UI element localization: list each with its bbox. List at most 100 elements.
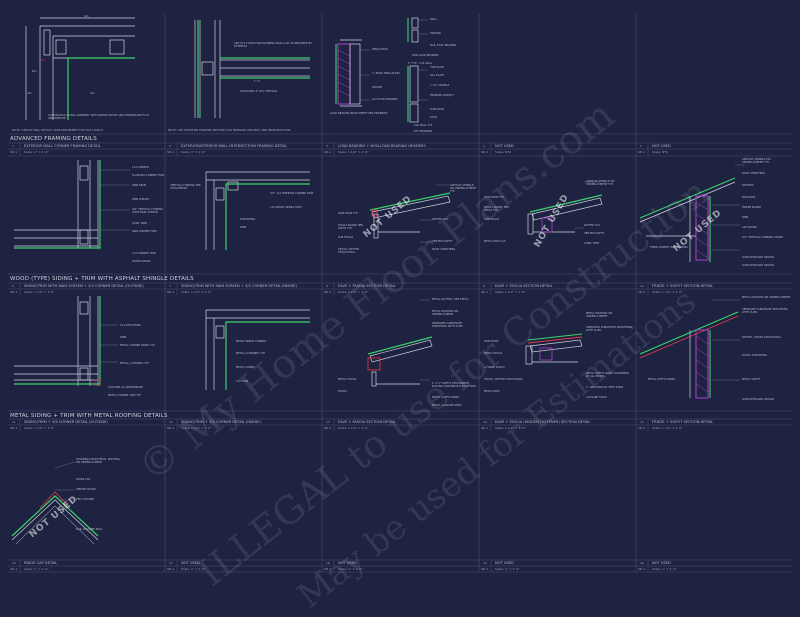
callout-label: DRIP EDGE [484,340,499,343]
detail-title: RIDGE CAP DETAIL [24,561,58,565]
detail-scale: Scale: 1" = 1'-0" [181,567,206,571]
detail-scale: Scale: 1" = 1'-0" [181,150,206,154]
callout-label: METAL J-CHANNEL TYP [236,352,265,355]
sheet-ref: SD-1 [324,567,332,571]
detail-title: EAVE + FASCIA SECTION DETAIL [495,284,553,288]
callout-label: METAL DRIP CAP [484,240,506,243]
callout-label: METAL FASCIA [484,352,503,355]
callout-label: WRB [742,216,749,219]
intersection-label: HOLDOWN, IF OCC VERTICAL [240,90,278,93]
callout-label: FASCIA BOARD PER SPECS TYP [484,206,509,212]
callout-label: 1x4 SHEATHING [120,324,141,327]
detail-title: NOT USED [181,561,200,565]
detail-title: FRIEZE + SOFFIT SECTION DETAIL [652,284,714,288]
sheet-ref: SD-1 [324,290,332,294]
detail-scale: Scale: 1 1/2" = 1'-0" [24,290,55,294]
callout-label: VENTED SOFFIT [584,232,605,235]
sheet-ref: SD-1 [167,290,175,294]
callout-label: FASCIA SHEATHING [742,354,767,357]
callout-label: VENTED RIDGE [76,488,96,491]
detail-title: SIDING/TRIM + 3/4 CORNER DETAIL (OUTSIDE… [24,420,108,424]
header-caption: 2" TYP. - 2x6 WALL [408,62,433,65]
callout-label: CLOSURE STRIP [586,396,607,399]
sheet-ref: SD-1 [481,290,489,294]
callout-label: WRB SEAM [132,184,147,187]
sheet-ref: SD-1 [324,426,332,430]
callout-label: 1" X 1" SOFFIT ATTACHMENT NAILING CONTIN… [432,382,476,388]
callout-label: CLOSURE AS APPROPRIATE [108,386,143,389]
callout-label: 1x4 WOOD SIDING TRIM [270,206,302,209]
callout-label: SHEATHING [240,218,256,221]
detail-number: 19 [483,561,487,565]
header-small-label: WALL [430,18,438,21]
header-small-label: FRAMING SUBJECT [430,94,454,97]
callout-label: ASPHALT SHINGLE ON UNDERLAYMENT TYP [450,184,477,193]
callout-label: METAL ROOFING ON UNDERLAYMENT [586,312,613,318]
callout-label: METAL FASCIA [338,378,357,381]
drawing-sheet [8,14,792,573]
header-small-label: TOP PLATE [430,66,444,69]
callout-label: METAL CLOSURE STRIP [432,404,462,407]
callout-label: NAIL CLOSURE SEAL [76,528,103,531]
detail-title: EXTERIOR WALL CORNER FRAMING DETAIL [24,144,101,148]
sheet-ref: SD-1 [638,150,646,154]
detail-scale: Scale: 1 1/2" = 1'-0" [338,426,369,430]
dim-label: 6x1 [32,70,37,73]
detail-number: 4 [483,144,485,148]
detail-number: 7 [169,284,171,288]
detail-scale: Scale: 1" = 1'-0" [24,567,49,571]
detail-scale: Scale: 1" = 1'-0" [652,567,677,571]
callout-label: TRUSS / RAFTER STRUCTURAL [338,248,360,254]
callout-label: WRB [120,336,127,339]
sheet-ref: SD-1 [10,290,18,294]
callout-label: 1x4 TRIM [236,380,249,383]
callout-label: ROOF SHEATHING [742,172,766,175]
header-small-label: SUBFLOOR [430,108,445,111]
sheet-ref: SD-1 [167,567,175,571]
sheet-ref: SD-1 [167,150,175,154]
detail-6-siding-corner-outside [14,160,101,249]
detail-scale: Scale: 1 1/2" = 1'-0" [24,426,55,430]
detail-title: EXTERIOR/INTERIOR WALL INTERSECTION FRAM… [181,144,288,148]
callout-label: 1" CONTINUOUS VENT STRIP [586,386,624,389]
detail-11-metal-corner-outside [14,296,101,386]
detail-8-eave-fascia [369,192,451,239]
callout-label: RIDGE CAP [76,478,91,481]
callout-label: APPROVED SUBSTRATE SHEATHING WITH CLIPS [586,326,632,332]
detail-scale: Scale: 1" = 1'-0" [24,150,49,154]
detail-number: 20 [640,561,644,565]
detail-title: EAVE + FASCIA (HIDDEN FASTENER) SECTION … [495,420,591,424]
detail-number: 2 [169,144,171,148]
detail-number: 11 [12,420,16,424]
callout-label: FASCIA BOARD PER SPECS TYP [338,224,363,230]
detail-number: 6 [12,284,14,288]
header-small-label: 1 1/2" CRIPPLE [430,84,450,87]
sheet-ref: SD-1 [324,150,332,154]
detail-title: NOT USED [652,561,671,565]
detail-scale: Scale: 1 1/2" = 1'-0" [652,290,683,294]
detail-number: 14 [483,420,487,424]
detail-title: EAVE + FASCIA SECTION DETAIL [338,420,396,424]
detail-title: EAVE + FASCIA SECTION DETAIL [338,284,396,288]
detail-16-ridge-cap [11,491,99,545]
callout-label: SUB FASCIA [484,218,500,221]
detail-number: 10 [640,284,644,288]
detail-scale: Scale: NTS [495,150,512,154]
detail-9-eave-fascia [527,194,603,235]
detail-scale: Scale: 1 1/2" = 1'-0" [652,426,683,430]
callout-label: LAP SIDING [742,226,757,229]
header-caption: EXT. BEARING [414,130,433,133]
detail-number: 8 [326,284,328,288]
detail-3-headers [335,17,419,123]
detail-title: NOT USED [338,561,357,565]
detail-number: 5 [640,144,642,148]
callout-label: GYPSUM BOARD CEILING [742,256,775,259]
callout-label: WOOD SIDING [132,260,151,263]
dim-label: 4x1 [90,92,95,95]
sheet-ref: SD-1 [638,426,646,430]
intersection-label: 1'-4" [254,80,261,83]
header-small-label: SILL PLATE [430,74,444,77]
section-heading-wood-siding: WOOD (TYPE) SIDING + TRIM WITH ASPHALT S… [10,276,194,282]
callout-label: METAL CORNER TRIM TYP [108,394,142,397]
callout-label: FASCIA [338,390,348,393]
